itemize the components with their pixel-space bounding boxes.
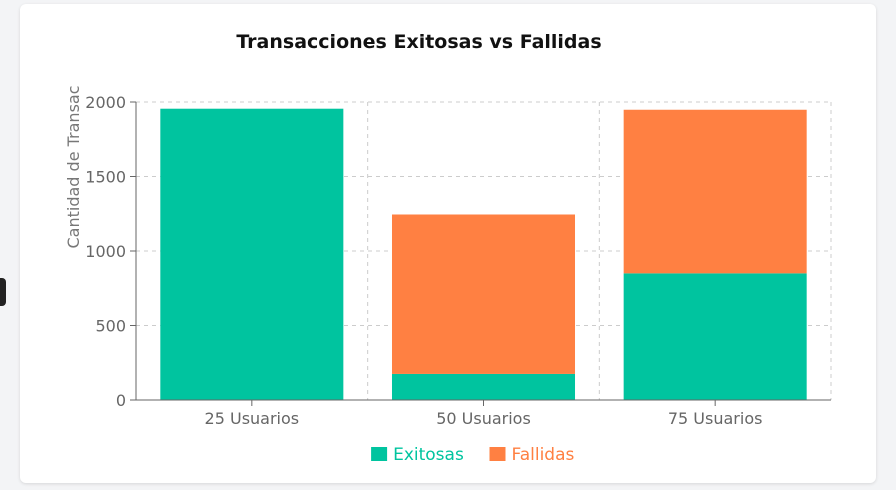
chart-title: Transacciones Exitosas vs Fallidas: [236, 31, 601, 53]
y-tick-label: 0: [116, 391, 126, 410]
y-tick-label: 1000: [85, 242, 126, 261]
legend-label: Exitosas: [393, 445, 464, 465]
legend: Exitosas Fallidas: [371, 445, 575, 465]
bar-fallidas-2[interactable]: [391, 214, 576, 374]
legend-swatch: [371, 447, 388, 461]
y-tick-label: 2000: [85, 93, 126, 112]
bar-fallidas-3[interactable]: [623, 109, 807, 274]
y-tick-label: 1500: [85, 168, 126, 187]
legend-label: Fallidas: [512, 445, 575, 465]
side-handle[interactable]: [0, 278, 6, 306]
x-ticks: 25 Usuarios 50 Usuarios 75 Usuarios: [205, 400, 763, 428]
chart-card: Transacciones Exitosas vs Fallidas 0 500 1…: [20, 4, 876, 483]
y-tick-label: 500: [95, 317, 126, 336]
legend-swatch: [489, 447, 506, 461]
bar-exitosas-1[interactable]: [160, 108, 344, 400]
chart: Transacciones Exitosas vs Fallidas 0 500 1…: [64, 31, 832, 465]
y-ticks: 0 500 1000 1500 2000: [85, 93, 136, 410]
bars: [160, 108, 807, 400]
legend-item-exitosas[interactable]: Exitosas: [371, 445, 464, 465]
legend-item-fallidas[interactable]: Fallidas: [489, 445, 575, 465]
x-tick-label: 75 Usuarios: [668, 409, 763, 428]
x-tick-label: 50 Usuarios: [436, 409, 531, 428]
y-axis-label: Cantidad de Transac: [64, 85, 83, 248]
x-tick-label: 25 Usuarios: [205, 409, 300, 428]
bar-exitosas-2[interactable]: [391, 373, 576, 400]
bar-exitosas-3[interactable]: [623, 273, 807, 400]
